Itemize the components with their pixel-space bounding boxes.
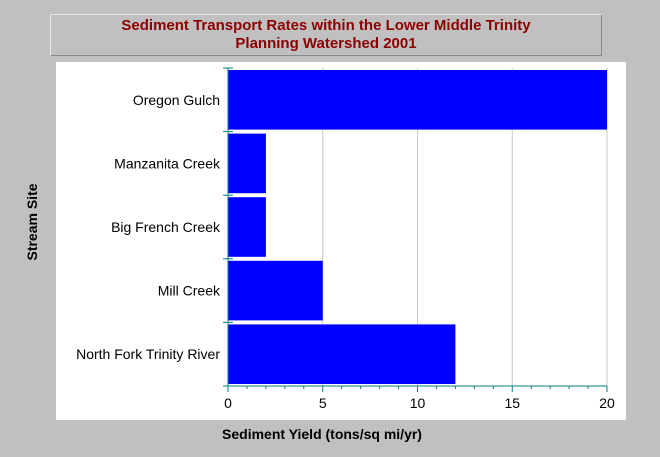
chart-title-line-1: Sediment Transport Rates within the Lowe… <box>121 17 531 34</box>
bar <box>228 133 266 194</box>
bar <box>228 260 323 321</box>
x-tick-labels: 0 5 10 15 20 <box>224 395 615 411</box>
chart-title-box: Sediment Transport Rates within the Lowe… <box>50 14 602 56</box>
bar <box>228 324 456 384</box>
category-label: North Fork Trinity River <box>76 346 220 362</box>
chart-title-line-2: Planning Watershed 2001 <box>235 35 417 52</box>
bar <box>228 197 266 257</box>
category-label: Mill Creek <box>158 283 221 299</box>
bar <box>228 70 607 130</box>
x-axis-title: Sediment Yield (tons/sq mi/yr) <box>222 426 422 442</box>
bars <box>228 70 607 384</box>
x-tick-label: 0 <box>224 395 232 411</box>
category-labels: Oregon Gulch Manzanita Creek Big French Cr… <box>76 92 221 362</box>
axes <box>223 67 608 392</box>
x-tick-label: 20 <box>599 395 615 411</box>
x-tick-label: 15 <box>504 395 520 411</box>
x-tick-label: 10 <box>410 395 426 411</box>
x-tick-label: 5 <box>319 395 327 411</box>
category-label: Oregon Gulch <box>133 92 220 108</box>
category-label: Manzanita Creek <box>114 155 221 171</box>
y-axis-title: Stream Site <box>24 183 40 260</box>
category-label: Big French Creek <box>111 219 221 235</box>
